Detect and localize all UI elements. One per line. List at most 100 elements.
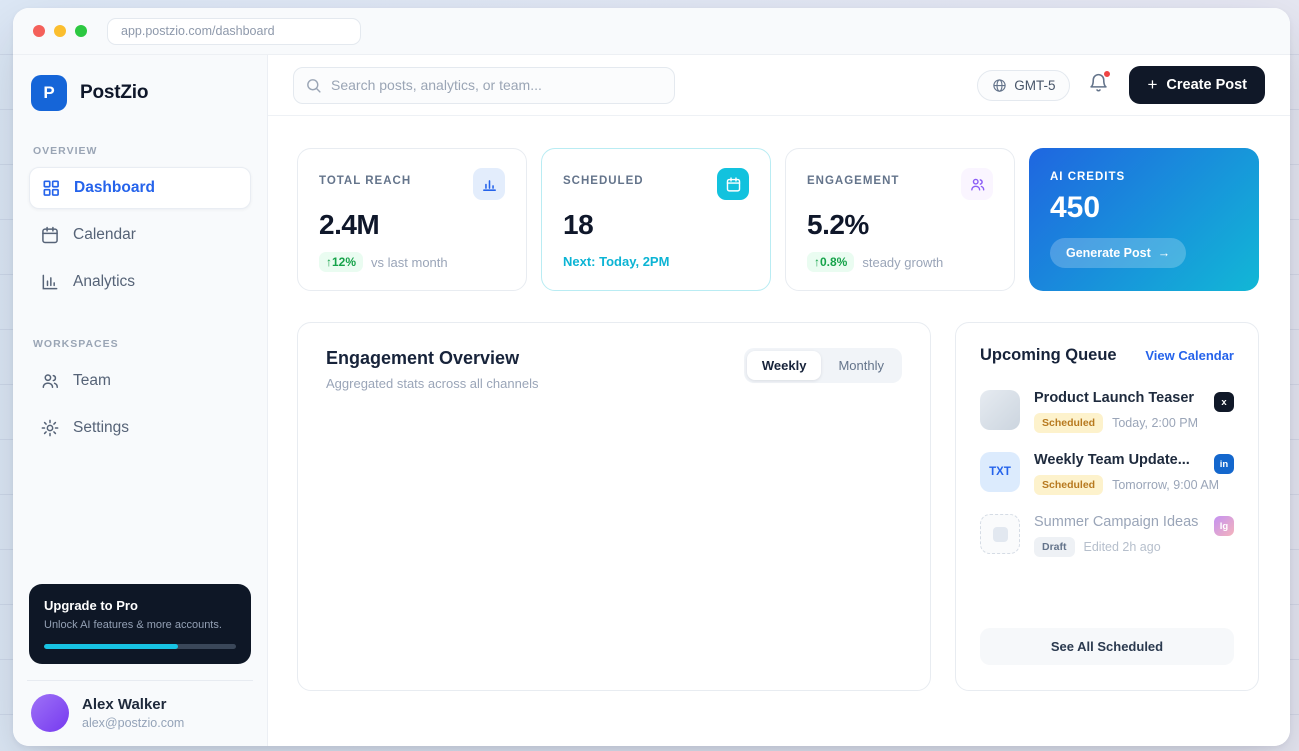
view-calendar-link[interactable]: View Calendar	[1145, 348, 1234, 363]
sidebar-item-dashboard[interactable]: Dashboard	[29, 167, 251, 209]
dashboard-content: TOTAL REACH 2.4M ↑12% vs last month	[268, 116, 1290, 746]
post-title: Weekly Team Update...	[1034, 452, 1190, 468]
calendar-icon	[717, 168, 749, 200]
upgrade-progress-bar	[44, 644, 236, 649]
engagement-chart-area	[326, 391, 902, 665]
topbar: GMT-5 + Create Post	[268, 55, 1290, 116]
upcoming-queue-card: Upcoming Queue View Calendar Product Lau…	[955, 322, 1259, 691]
timezone-label: GMT-5	[1014, 77, 1056, 93]
sidebar-item-label: Calendar	[73, 226, 136, 243]
x-platform-icon: x	[1214, 392, 1234, 412]
instagram-platform-icon: Ig	[1214, 516, 1234, 536]
sidebar-item-label: Settings	[73, 419, 130, 436]
stat-label: TOTAL REACH	[319, 175, 412, 187]
timezone-selector[interactable]: GMT-5	[977, 69, 1071, 101]
gear-icon	[41, 419, 59, 437]
stat-note: vs last month	[371, 254, 448, 270]
stat-note: Next: Today, 2PM	[563, 254, 670, 269]
queue-item[interactable]: Summer Campaign Ideas Draft Edited 2h ag…	[980, 514, 1234, 557]
sidebar-item-label: Team	[73, 372, 111, 389]
stat-label: AI CREDITS	[1050, 171, 1126, 183]
app-window: app.postzio.com/dashboard P PostZio OVER…	[13, 8, 1290, 746]
sidebar-item-label: Dashboard	[74, 179, 155, 196]
queue-item[interactable]: Product Launch Teaser Scheduled Today, 2…	[980, 390, 1234, 433]
avatar	[31, 694, 69, 732]
upgrade-subtitle: Unlock AI features & more accounts.	[44, 619, 222, 631]
engagement-title: Engagement Overview	[326, 348, 520, 368]
globe-icon	[993, 78, 1006, 92]
delta-badge: ↑0.8%	[807, 252, 855, 272]
post-title: Product Launch Teaser	[1034, 390, 1195, 406]
browser-chrome: app.postzio.com/dashboard	[13, 8, 1290, 55]
search-bar	[293, 66, 675, 104]
bell-icon	[1090, 73, 1108, 92]
maximize-window-button[interactable]	[75, 25, 87, 37]
notifications-button[interactable]	[1088, 70, 1112, 98]
brand-name: PostZio	[80, 82, 149, 103]
engagement-overview-card: Engagement Overview Aggregated stats acr…	[297, 322, 931, 691]
stat-card-total-reach: TOTAL REACH 2.4M ↑12% vs last month	[297, 148, 527, 291]
stat-label: ENGAGEMENT	[807, 175, 900, 187]
user-email: alex@postzio.com	[82, 716, 185, 730]
create-post-button[interactable]: + Create Post	[1129, 66, 1265, 104]
postzio-logo: P	[31, 75, 67, 111]
traffic-lights	[33, 25, 87, 37]
upgrade-progress-fill	[44, 644, 179, 649]
sidebar-item-calendar[interactable]: Calendar	[29, 214, 251, 256]
sidebar-item-team[interactable]: Team	[29, 360, 251, 402]
see-all-scheduled-button[interactable]: See All Scheduled	[980, 628, 1234, 665]
thumb-label: TXT	[989, 466, 1011, 478]
upgrade-title: Upgrade to Pro	[44, 598, 138, 613]
upgrade-to-pro-card[interactable]: Upgrade to Pro Unlock AI features & more…	[29, 584, 251, 664]
notification-badge	[1103, 70, 1112, 78]
status-badge: Draft	[1034, 537, 1075, 557]
bar-chart-icon	[42, 274, 58, 290]
create-post-label: Create Post	[1166, 77, 1247, 93]
stat-card-ai-credits: AI CREDITS 450 Generate Post →	[1029, 148, 1259, 291]
stat-card-scheduled: SCHEDULED 18 Next: Today, 2PM	[541, 148, 771, 291]
queue-list: Product Launch Teaser Scheduled Today, 2…	[980, 390, 1234, 576]
calendar-icon	[42, 226, 58, 244]
brand: P PostZio	[29, 69, 251, 117]
post-thumbnail-image	[980, 390, 1020, 430]
draft-placeholder-icon	[992, 526, 1008, 542]
arrow-right-icon: →	[1157, 246, 1171, 260]
sidebar-divider	[27, 680, 253, 681]
stat-card-engagement: ENGAGEMENT 5.2% ↑0.8% steady gro	[785, 148, 1015, 291]
logo-letter: P	[43, 83, 55, 102]
generate-post-button[interactable]: Generate Post →	[1050, 238, 1187, 268]
period-toggle: Weekly Monthly	[743, 348, 902, 383]
toggle-monthly[interactable]: Monthly	[823, 351, 899, 380]
delta-badge: ↑12%	[319, 252, 364, 272]
user-name: Alex Walker	[82, 696, 167, 713]
status-badge: Scheduled	[1034, 413, 1104, 433]
toggle-weekly[interactable]: Weekly	[746, 351, 822, 380]
nav-section-workspaces-label: WORKSPACES	[33, 338, 119, 350]
sidebar-item-settings[interactable]: Settings	[29, 407, 251, 449]
stat-value: 5.2%	[807, 209, 869, 240]
plus-icon: +	[1147, 75, 1158, 94]
generate-post-label: Generate Post	[1066, 246, 1151, 260]
post-thumbnail-text: TXT	[980, 452, 1020, 492]
stat-value: 2.4M	[319, 209, 380, 240]
post-thumbnail-draft	[980, 514, 1020, 554]
post-time: Today, 2:00 PM	[1112, 416, 1199, 430]
user-profile[interactable]: Alex Walker alex@postzio.com	[29, 681, 251, 746]
address-bar-url: app.postzio.com/dashboard	[121, 24, 275, 38]
address-bar[interactable]: app.postzio.com/dashboard	[107, 17, 361, 45]
close-window-button[interactable]	[33, 25, 45, 37]
sidebar-item-analytics[interactable]: Analytics	[29, 261, 251, 303]
grid-icon	[43, 180, 59, 196]
stat-value: 450	[1050, 191, 1101, 224]
linkedin-platform-icon: in	[1214, 454, 1234, 474]
search-icon	[305, 77, 322, 99]
search-input[interactable]	[293, 66, 675, 104]
sidebar: P PostZio OVERVIEW Dashboard Calendar	[13, 55, 268, 746]
queue-item[interactable]: TXT Weekly Team Update... Scheduled Tomo…	[980, 452, 1234, 495]
minimize-window-button[interactable]	[54, 25, 66, 37]
post-time: Tomorrow, 9:00 AM	[1112, 478, 1220, 492]
post-time: Edited 2h ago	[1083, 540, 1161, 554]
queue-title: Upcoming Queue	[980, 346, 1117, 364]
stat-note: steady growth	[862, 254, 944, 270]
users-icon	[42, 374, 58, 388]
